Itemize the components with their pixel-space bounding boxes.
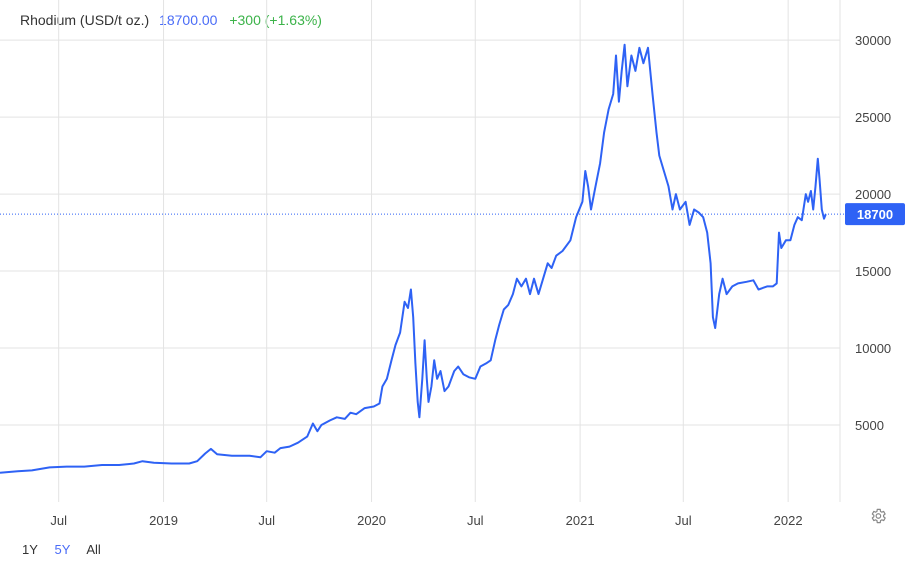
- range-button-1y[interactable]: 1Y: [22, 542, 38, 557]
- current-price: 18700.00: [159, 12, 218, 28]
- chart-header: Rhodium (USD/t oz.) 18700.00 +300 (+1.63…: [20, 12, 322, 28]
- x-axis-labels: Jul 2019 Jul 2020 Jul 2021 Jul 2022: [50, 513, 802, 528]
- range-selector: 1Y 5Y All: [22, 542, 114, 557]
- grid-lines: [0, 0, 841, 502]
- y-tick-label: 5000: [855, 418, 884, 433]
- last-value-badge: 18700: [845, 203, 905, 226]
- last-value-badge-label: 18700: [857, 207, 893, 222]
- x-tick-label: 2021: [566, 513, 595, 528]
- y-tick-label: 15000: [855, 264, 891, 279]
- series-line: [0, 43, 827, 474]
- x-tick-label: Jul: [467, 513, 484, 528]
- x-tick-label: Jul: [50, 513, 67, 528]
- instrument-name: Rhodium (USD/t oz.): [20, 12, 150, 28]
- x-tick-label: Jul: [675, 513, 692, 528]
- x-tick-label: 2022: [774, 513, 803, 528]
- y-tick-label: 25000: [855, 110, 891, 125]
- y-axis-labels: 5000 10000 15000 20000 25000 30000: [855, 33, 891, 433]
- y-tick-label: 20000: [855, 187, 891, 202]
- last-value-badge-bg: [845, 203, 905, 226]
- x-tick-label: 2020: [357, 513, 386, 528]
- x-tick-label: Jul: [258, 513, 275, 528]
- y-tick-label: 10000: [855, 341, 891, 356]
- y-tick-label: 30000: [855, 33, 891, 48]
- range-button-all[interactable]: All: [86, 542, 101, 557]
- x-tick-label: 2019: [149, 513, 178, 528]
- price-change: +300 (+1.63%): [229, 12, 322, 28]
- range-button-5y[interactable]: 5Y: [54, 542, 71, 557]
- gear-icon[interactable]: [869, 507, 887, 525]
